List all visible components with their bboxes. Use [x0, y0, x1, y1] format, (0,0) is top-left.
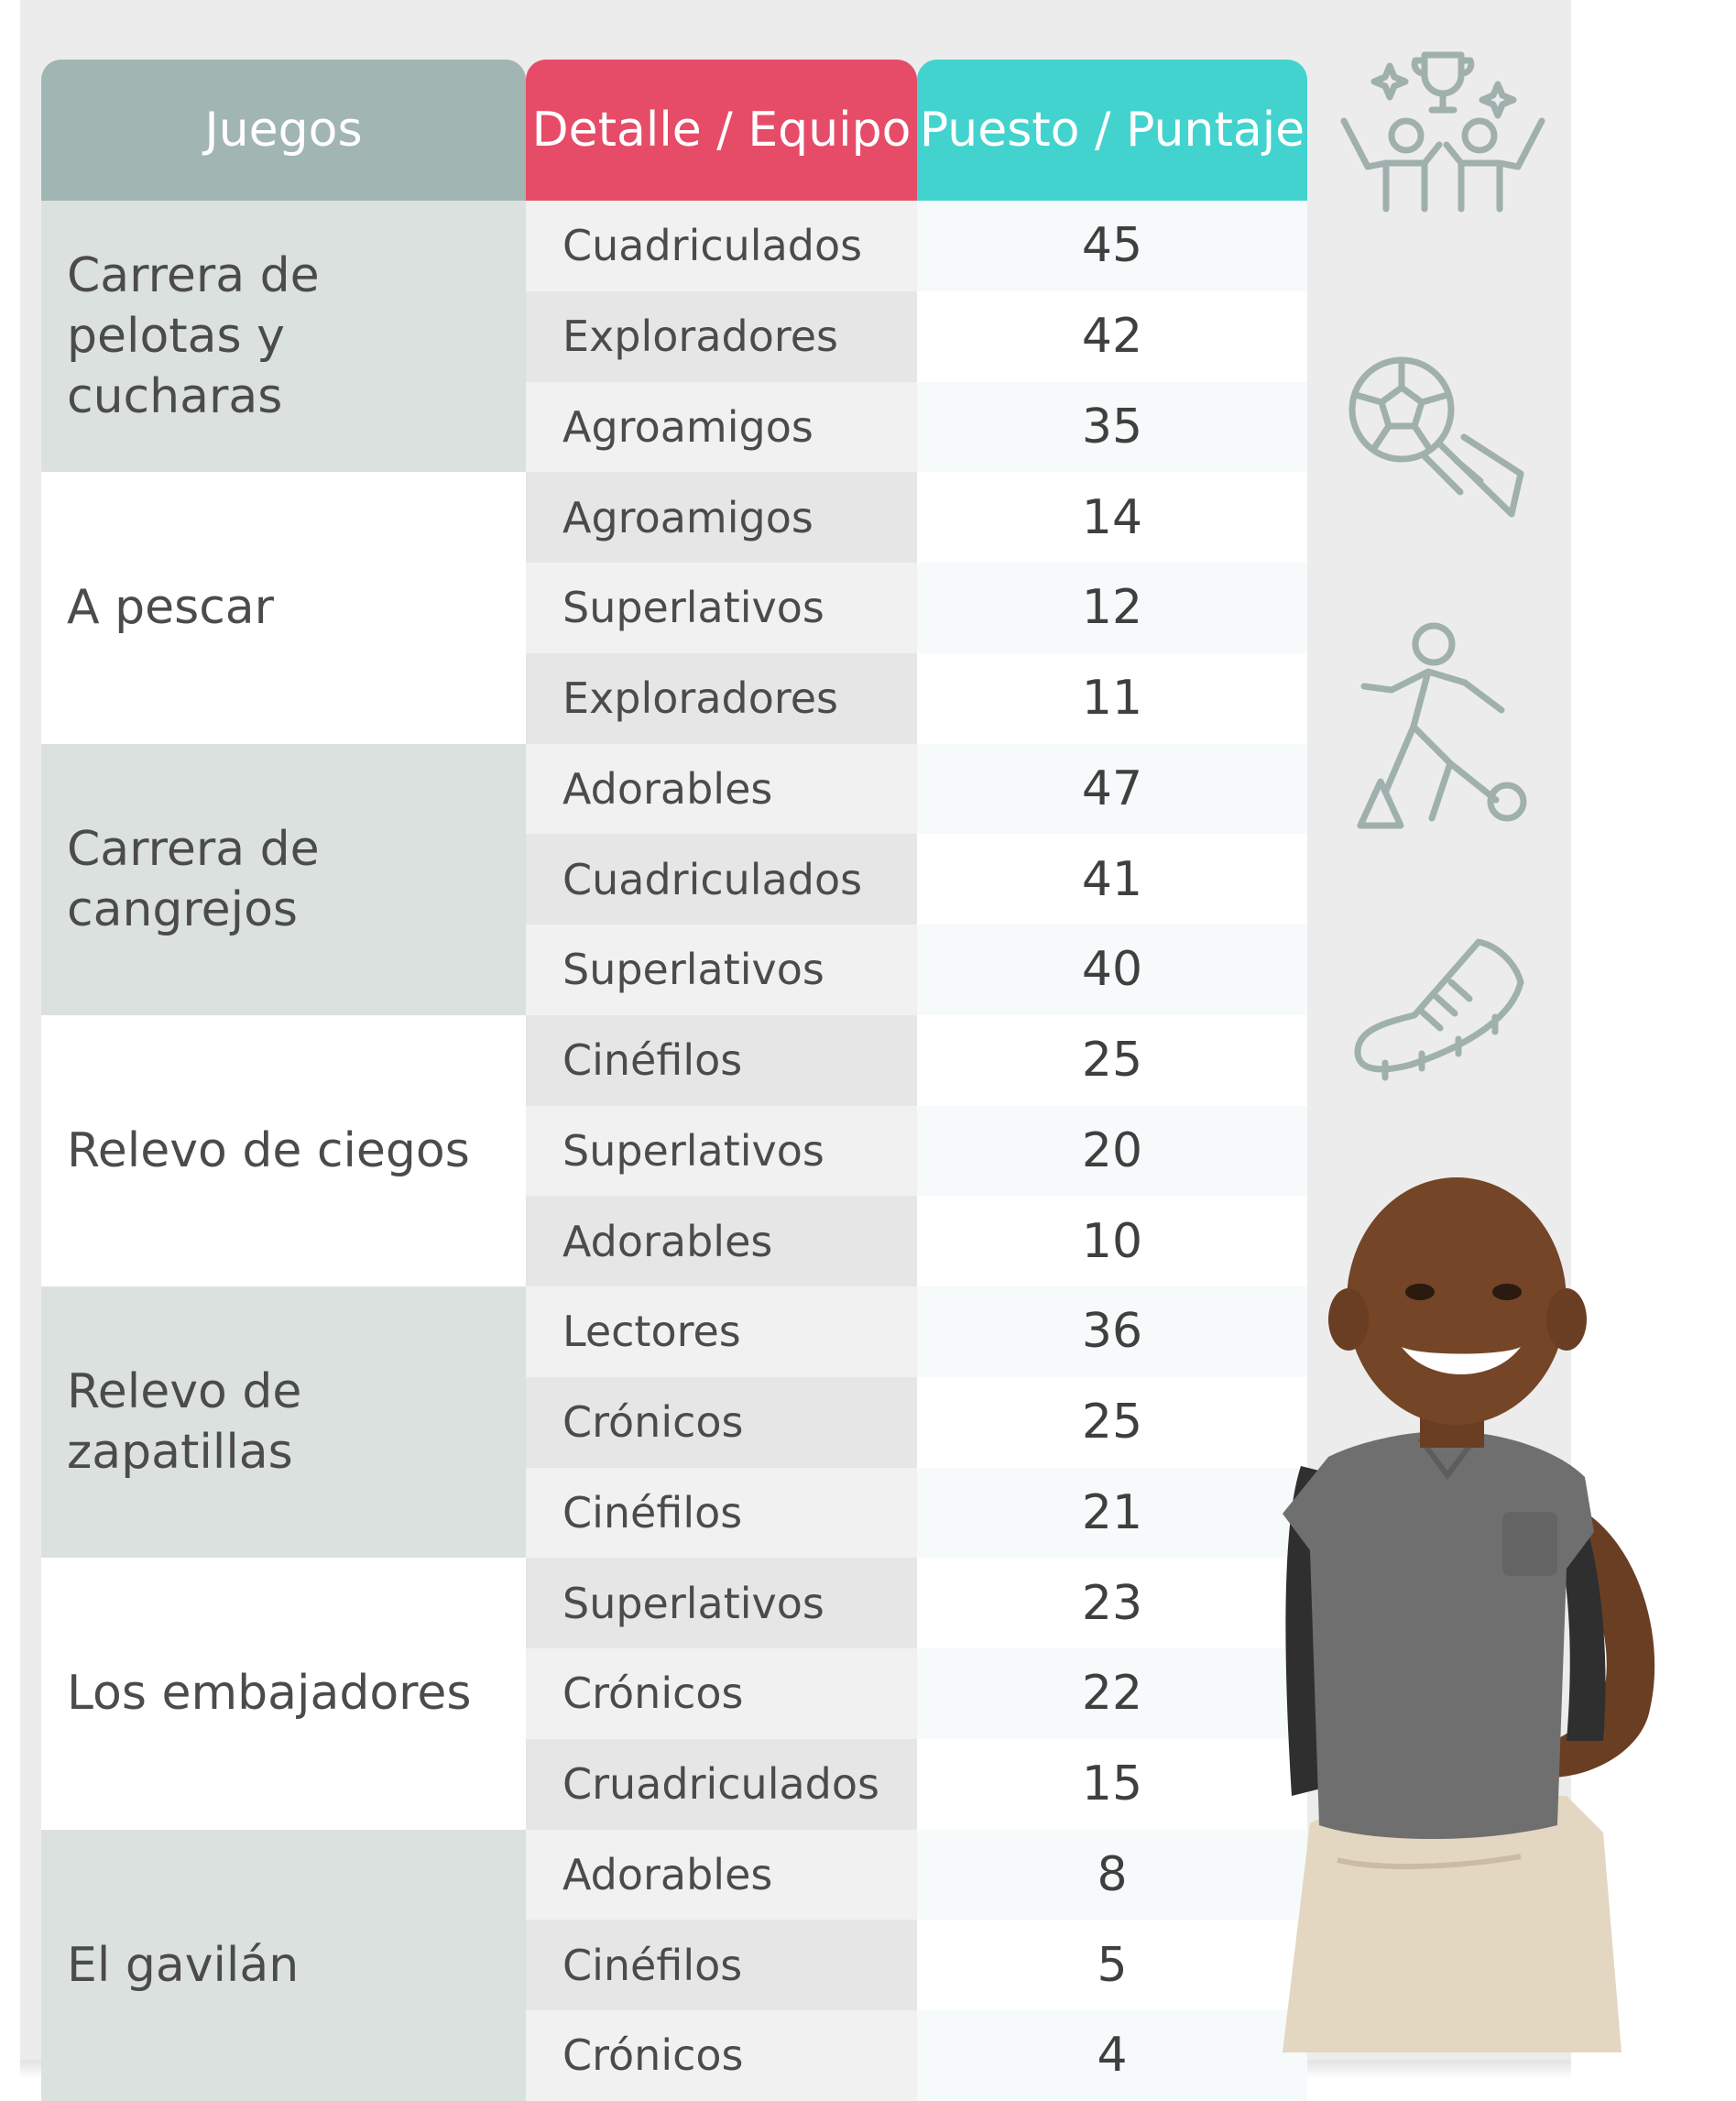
team-cell: Cruadriculados — [526, 1738, 917, 1830]
team-cell: Agroamigos — [526, 472, 917, 563]
team-cell: Cuadriculados — [526, 201, 917, 291]
team-cell: Adorables — [526, 743, 917, 835]
game-name-cell: A pescar — [41, 472, 526, 744]
soccer-player-icon — [1357, 622, 1527, 829]
team-cell: Superlativos — [526, 925, 917, 1015]
team-cell: Superlativos — [526, 563, 917, 653]
header-detalle-equipo: Detalle / Equipo — [526, 60, 917, 201]
score-cell: 35 — [917, 381, 1307, 473]
game-name-cell: Carrera de pelotas y cucharas — [41, 201, 526, 473]
team-cell: Cuadriculados — [526, 834, 917, 925]
game-name-cell: Carrera de cangrejos — [41, 743, 526, 1015]
team-cell: Superlativos — [526, 1558, 917, 1648]
score-cell: 21 — [917, 1467, 1307, 1559]
score-cell: 12 — [917, 563, 1307, 653]
score-cell: 45 — [917, 201, 1307, 291]
score-cell: 15 — [917, 1738, 1307, 1830]
team-cell: Adorables — [526, 1829, 917, 1920]
score-cell: 8 — [917, 1829, 1307, 1920]
team-cell: Crónicos — [526, 1376, 917, 1468]
team-cell: Cinéfilos — [526, 1920, 917, 2010]
team-cell: Lectores — [526, 1286, 917, 1377]
header-puesto-puntaje: Puesto / Puntaje — [917, 60, 1307, 201]
game-name-cell: El gavilán — [41, 1829, 526, 2101]
score-cell: 25 — [917, 1014, 1307, 1106]
score-cell: 5 — [917, 1920, 1307, 2010]
score-cell: 41 — [917, 834, 1307, 925]
score-cell: 36 — [917, 1286, 1307, 1377]
score-cell: 11 — [917, 652, 1307, 744]
game-name-cell: Los embajadores — [41, 1558, 526, 1830]
team-cell: Adorables — [526, 1196, 917, 1286]
score-cell: 22 — [917, 1648, 1307, 1739]
team-cell: Cinéfilos — [526, 1467, 917, 1559]
score-cell: 40 — [917, 925, 1307, 1015]
team-cell: Agroamigos — [526, 381, 917, 473]
score-cell: 23 — [917, 1558, 1307, 1648]
child-photo — [1283, 1177, 1655, 2052]
game-name-cell: Relevo de ciegos — [41, 1014, 526, 1286]
score-cell: 20 — [917, 1105, 1307, 1197]
team-cell: Exploradores — [526, 652, 917, 744]
team-cell: Crónicos — [526, 1648, 917, 1739]
team-cell: Exploradores — [526, 290, 917, 382]
game-name-cell: Relevo de zapatillas — [41, 1286, 526, 1559]
soccer-ball-icon — [1348, 356, 1524, 518]
score-cell: 4 — [917, 2010, 1307, 2101]
team-cell: Superlativos — [526, 1105, 917, 1197]
score-cell: 25 — [917, 1376, 1307, 1468]
score-cell: 10 — [917, 1196, 1307, 1286]
trophy-celebration-icon — [1340, 51, 1545, 213]
score-cell: 47 — [917, 743, 1307, 835]
score-cell: 42 — [917, 290, 1307, 382]
sports-shoe-icon — [1354, 938, 1524, 1081]
header-juegos: Juegos — [41, 60, 526, 201]
team-cell: Crónicos — [526, 2010, 917, 2101]
score-cell: 14 — [917, 472, 1307, 563]
team-cell: Cinéfilos — [526, 1014, 917, 1106]
